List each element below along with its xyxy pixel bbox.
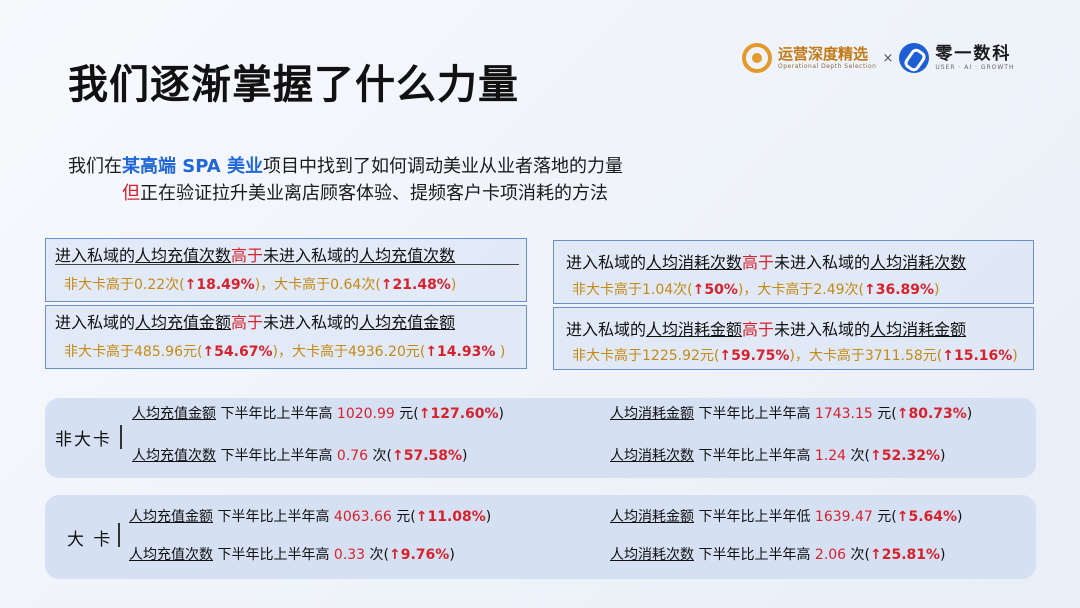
operations-logo-subtitle: Operational Depth Selection: [778, 62, 877, 70]
logo-group: 运营深度精选 Operational Depth Selection × 零一数…: [742, 38, 1015, 78]
compare-box-recharge-count: 进入私域的人均充值次数高于未进入私域的人均充值次数 非大卡高于0.22次(↑18…: [45, 238, 527, 302]
head-underline: [55, 264, 519, 265]
compare-head: 进入私域的人均消耗次数高于未进入私域的人均消耗次数: [566, 253, 967, 272]
panel-big-card: 大 卡 人均充值金额 下半年比上半年高 4063.66 元(↑11.08%) 人…: [45, 495, 1036, 579]
logo-separator: ×: [882, 50, 894, 66]
panel-non-big-card: 非大卡 人均充值金额 下半年比上半年高 1020.99 元(↑127.60%) …: [45, 398, 1036, 478]
compare-head: 进入私域的人均消耗金额高于未进入私域的人均消耗金额: [566, 320, 967, 339]
but-highlight: 但: [122, 183, 140, 204]
panel-label: 大 卡: [67, 530, 113, 550]
compare-box-recharge-amount: 进入私域的人均充值金额高于未进入私域的人均充值金额 非大卡高于485.96元(↑…: [45, 305, 527, 369]
panel-brace: [118, 523, 120, 547]
panel-item: 人均消耗次数 下半年比上半年高 2.06 次(↑25.81%): [610, 547, 946, 563]
compare-box-consume-count: 进入私域的人均消耗次数高于未进入私域的人均消耗次数 非大卡高于1.04次(↑50…: [553, 240, 1034, 304]
operations-logo-icon: [742, 43, 772, 73]
panel-item: 人均充值次数 下半年比上半年高 0.33 次(↑9.76%): [129, 547, 455, 563]
compare-head: 进入私域的人均充值次数高于未进入私域的人均充值次数: [55, 246, 456, 265]
panel-brace: [120, 425, 122, 449]
panel-item: 人均充值金额 下半年比上半年高 1020.99 元(↑127.60%): [132, 406, 504, 422]
compare-head: 进入私域的人均充值金额高于未进入私域的人均充值金额: [55, 313, 456, 332]
operations-logo-name: 运营深度精选: [778, 44, 869, 63]
lingyi-logo-name: 零一数科: [935, 43, 1012, 64]
operations-logo-text: 运营深度精选 Operational Depth Selection: [778, 44, 877, 71]
intro-line-1: 我们在某高端 SPA 美业项目中找到了如何调动美业从业者落地的力量: [68, 156, 623, 177]
compare-sub: 非大卡高于1.04次(↑50%)，大卡高于2.49次(↑36.89%): [572, 282, 940, 298]
panel-item: 人均充值金额 下半年比上半年高 4063.66 元(↑11.08%): [129, 509, 492, 525]
compare-sub: 非大卡高于485.96元(↑54.67%)，大卡高于4936.20元(↑14.9…: [64, 344, 506, 360]
page-title: 我们逐渐掌握了什么力量: [68, 62, 519, 108]
panel-item: 人均消耗金额 下半年比上半年低 1639.47 元(↑5.64%): [610, 509, 963, 525]
project-highlight: 某高端 SPA 美业: [122, 156, 263, 177]
compare-box-consume-amount: 进入私域的人均消耗金额高于未进入私域的人均消耗金额 非大卡高于1225.92元(…: [553, 307, 1034, 370]
intro-line-2: 但正在验证拉升美业离店顾客体验、提频客户卡项消耗的方法: [122, 183, 608, 204]
compare-sub: 非大卡高于1225.92元(↑59.75%)，大卡高于3711.58元(↑15.…: [572, 348, 1018, 364]
lingyi-logo-subtitle: USER · AI · GROWTH: [935, 63, 1015, 71]
lingyi-logo-text: 零一数科 USER · AI · GROWTH: [935, 43, 1015, 72]
lingyi-logo-icon: [899, 43, 930, 73]
panel-item: 人均消耗金额 下半年比上半年高 1743.15 元(↑80.73%): [610, 406, 973, 422]
panel-item: 人均充值次数 下半年比上半年高 0.76 次(↑57.58%): [132, 448, 468, 464]
panel-label: 非大卡: [55, 430, 112, 450]
panel-item: 人均消耗次数 下半年比上半年高 1.24 次(↑52.32%): [610, 448, 946, 464]
compare-sub: 非大卡高于0.22次(↑18.49%)，大卡高于0.64次(↑21.48%): [64, 277, 457, 293]
